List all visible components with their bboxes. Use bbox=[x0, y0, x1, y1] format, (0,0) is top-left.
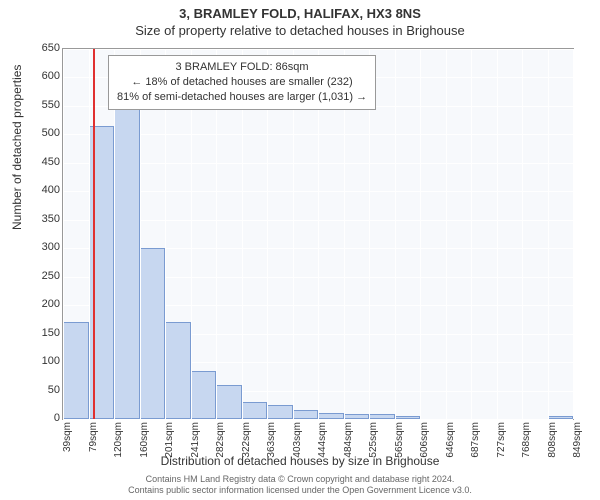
info-line-3: 81% of semi-detached houses are larger (… bbox=[117, 90, 367, 105]
x-tick-label: 160sqm bbox=[139, 422, 150, 462]
y-tick-label: 200 bbox=[30, 298, 60, 310]
y-tick-label: 550 bbox=[30, 99, 60, 111]
x-tick-label: 39sqm bbox=[62, 422, 73, 462]
y-tick-label: 50 bbox=[30, 384, 60, 396]
x-tick-label: 241sqm bbox=[190, 422, 201, 462]
y-tick-label: 350 bbox=[30, 213, 60, 225]
x-tick-label: 403sqm bbox=[292, 422, 303, 462]
x-tick-label: 849sqm bbox=[572, 422, 583, 462]
y-tick-label: 400 bbox=[30, 184, 60, 196]
property-marker-line bbox=[93, 49, 95, 419]
histogram-bar bbox=[63, 322, 89, 419]
grid-line bbox=[63, 419, 573, 420]
histogram-bar bbox=[369, 414, 395, 419]
histogram-bar bbox=[293, 410, 319, 419]
page-subtitle: Size of property relative to detached ho… bbox=[0, 21, 600, 38]
y-tick-label: 100 bbox=[30, 355, 60, 367]
grid-line bbox=[395, 49, 396, 419]
x-tick-label: 79sqm bbox=[88, 422, 99, 462]
x-tick-label: 687sqm bbox=[470, 422, 481, 462]
grid-line bbox=[522, 49, 523, 419]
histogram-bar bbox=[242, 402, 268, 419]
grid-line bbox=[573, 49, 574, 419]
x-tick-label: 525sqm bbox=[368, 422, 379, 462]
x-tick-label: 201sqm bbox=[164, 422, 175, 462]
histogram-bar bbox=[165, 322, 191, 419]
histogram-bar bbox=[267, 405, 293, 419]
attribution-line-1: Contains HM Land Registry data © Crown c… bbox=[0, 474, 600, 485]
x-tick-label: 282sqm bbox=[215, 422, 226, 462]
y-tick-label: 150 bbox=[30, 327, 60, 339]
plot-area: 3 BRAMLEY FOLD: 86sqm ← 18% of detached … bbox=[62, 48, 574, 420]
x-tick-label: 606sqm bbox=[419, 422, 430, 462]
x-tick-label: 484sqm bbox=[343, 422, 354, 462]
grid-line bbox=[497, 49, 498, 419]
histogram-bar bbox=[114, 66, 140, 419]
y-tick-label: 450 bbox=[30, 156, 60, 168]
x-tick-label: 363sqm bbox=[266, 422, 277, 462]
y-tick-label: 650 bbox=[30, 42, 60, 54]
y-tick-label: 600 bbox=[30, 70, 60, 82]
grid-line bbox=[471, 49, 472, 419]
x-tick-label: 120sqm bbox=[113, 422, 124, 462]
histogram-bar bbox=[140, 248, 166, 419]
x-tick-label: 444sqm bbox=[317, 422, 328, 462]
x-tick-label: 808sqm bbox=[547, 422, 558, 462]
y-tick-label: 300 bbox=[30, 241, 60, 253]
y-axis-label: Number of detached properties bbox=[10, 65, 24, 230]
grid-line bbox=[446, 49, 447, 419]
grid-line bbox=[63, 49, 64, 419]
x-tick-label: 646sqm bbox=[445, 422, 456, 462]
info-line-1: 3 BRAMLEY FOLD: 86sqm bbox=[117, 60, 367, 75]
histogram-bar bbox=[548, 416, 574, 419]
y-tick-label: 500 bbox=[30, 127, 60, 139]
histogram-bar bbox=[191, 371, 217, 419]
histogram-bar bbox=[216, 385, 242, 419]
x-tick-label: 727sqm bbox=[496, 422, 507, 462]
chart-container: 3, BRAMLEY FOLD, HALIFAX, HX3 8NS Size o… bbox=[0, 0, 600, 500]
x-tick-label: 768sqm bbox=[521, 422, 532, 462]
x-tick-label: 322sqm bbox=[241, 422, 252, 462]
attribution: Contains HM Land Registry data © Crown c… bbox=[0, 474, 600, 497]
histogram-bar bbox=[344, 414, 370, 419]
histogram-bar bbox=[395, 416, 421, 419]
y-tick-label: 250 bbox=[30, 270, 60, 282]
y-tick-label: 0 bbox=[30, 412, 60, 424]
x-tick-label: 565sqm bbox=[394, 422, 405, 462]
grid-line bbox=[548, 49, 549, 419]
info-line-2: ← 18% of detached houses are smaller (23… bbox=[117, 75, 367, 90]
attribution-line-2: Contains public sector information licen… bbox=[0, 485, 600, 496]
grid-line bbox=[89, 49, 90, 419]
info-box: 3 BRAMLEY FOLD: 86sqm ← 18% of detached … bbox=[108, 55, 376, 110]
grid-line bbox=[420, 49, 421, 419]
histogram-bar bbox=[318, 413, 344, 419]
page-title: 3, BRAMLEY FOLD, HALIFAX, HX3 8NS bbox=[0, 0, 600, 21]
